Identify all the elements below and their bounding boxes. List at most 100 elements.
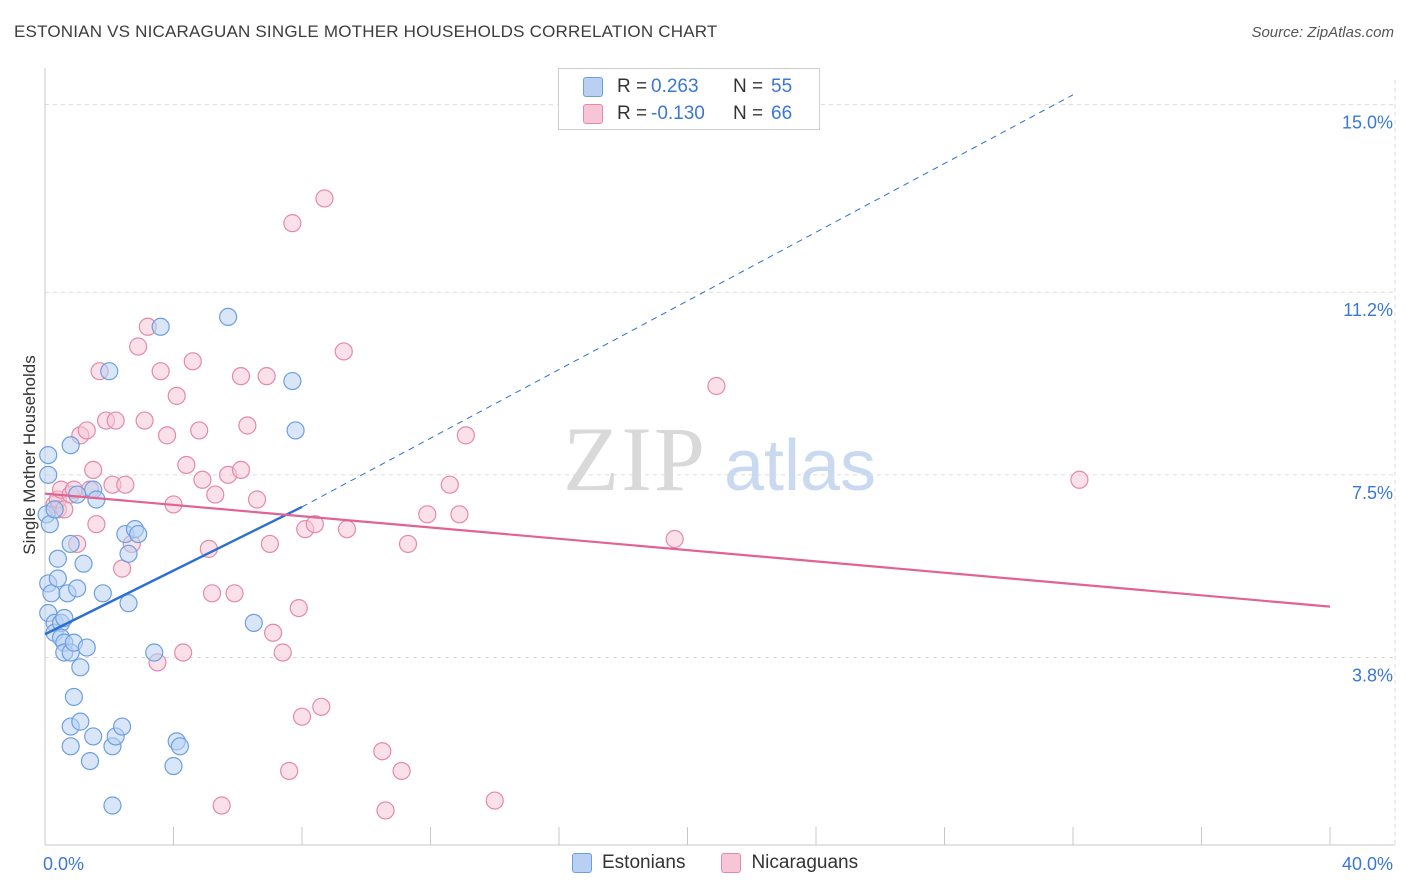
n-value-estonians: 55: [771, 76, 793, 97]
estonian-point: [119, 594, 138, 613]
estonian-point: [164, 756, 183, 776]
estonian-point: [68, 485, 87, 504]
nicaraguan-point: [135, 411, 154, 430]
nicaraguan-point: [456, 426, 475, 445]
nicaraguan-point: [183, 352, 202, 371]
legend-label-nicaraguans: Nicaraguans: [751, 852, 859, 873]
nicaraguan-point: [174, 643, 193, 662]
estonian-point: [45, 500, 64, 519]
estonian-point: [48, 569, 67, 588]
estonian-point: [71, 712, 90, 731]
estonian-point: [219, 307, 238, 327]
watermark-zip: ZIP: [563, 408, 707, 510]
estonian-point: [61, 737, 80, 756]
nicaraguan-point: [231, 460, 251, 480]
estonian-point: [64, 687, 84, 707]
nicaraguan-point: [440, 475, 459, 494]
nicaraguan-point: [312, 697, 331, 716]
watermark: ZIP atlas: [563, 408, 876, 510]
estonian-point: [151, 317, 170, 336]
nicaraguan-point: [263, 623, 283, 642]
trend-lines: [44, 94, 1331, 636]
estonian-point: [71, 658, 90, 677]
estonian-point: [93, 584, 112, 603]
nicaraguan-point: [485, 791, 504, 810]
nicaraguan-point: [450, 505, 469, 524]
nicaraguan-point: [665, 529, 684, 549]
legend-row-nicaraguans: R = -0.130 N = 66: [583, 102, 792, 126]
nicaraguan-point: [305, 515, 324, 534]
nicaraguan-point: [373, 742, 392, 761]
source-label: Source: ZipAtlas.com: [1251, 24, 1394, 41]
nicaraguan-point: [289, 598, 308, 618]
r-value-estonians: 0.263: [651, 76, 699, 97]
estonian-point: [170, 737, 190, 756]
nicaraguan-point: [260, 534, 279, 554]
nicaraguan-point: [225, 584, 244, 603]
legend-item-estonians: Estonians: [572, 852, 685, 874]
x-tick-label: 40.0%: [1342, 854, 1393, 874]
nicaraguan-point: [206, 485, 225, 504]
estonian-point: [103, 796, 122, 815]
nicaraguan-point: [376, 801, 395, 820]
estonian-point: [112, 717, 132, 736]
estonian-trend-line: [44, 505, 303, 636]
estonian-point: [286, 421, 305, 440]
nicaraguan-point: [129, 337, 148, 356]
estonian-point: [68, 579, 87, 598]
estonian-point: [48, 549, 67, 568]
data-points: [37, 189, 1089, 820]
estonian-trend-extension: [301, 94, 1074, 508]
y-tick-label: 11.2%: [1343, 300, 1393, 320]
nicaraguan-point: [87, 515, 106, 534]
nicaraguan-trend-line: [44, 492, 1331, 608]
nicaraguan-point: [167, 386, 186, 405]
nicaraguan-point: [77, 421, 96, 440]
nicaraguan-point: [315, 189, 334, 208]
x-tick-label: 0.0%: [43, 854, 84, 874]
estonians-legend-swatch: [572, 853, 592, 873]
watermark-atlas: atlas: [724, 426, 876, 506]
estonian-point: [84, 727, 103, 746]
nicaraguan-point: [151, 362, 170, 381]
estonian-point: [80, 751, 100, 771]
estonian-point: [119, 544, 138, 563]
nicaraguan-point: [398, 534, 418, 554]
n-label: N =: [733, 103, 764, 124]
y-tick-label: 7.5%: [1352, 483, 1393, 503]
legend-item-nicaraguans: Nicaraguans: [721, 852, 858, 874]
nicaraguan-point: [392, 761, 411, 781]
estonian-point: [61, 436, 80, 455]
nicaraguan-point: [707, 376, 726, 396]
nicaraguan-point: [212, 796, 231, 815]
nicaraguan-point: [231, 367, 251, 386]
nicaraguan-point: [257, 367, 276, 386]
n-value-nicaraguans: 66: [771, 103, 793, 124]
nicaraguan-point: [238, 416, 257, 435]
nicaraguan-point: [116, 475, 135, 494]
legend-label-estonians: Estonians: [602, 852, 686, 873]
correlation-legend: R = 0.263 N = 55 R = -0.130 N = 66: [558, 68, 820, 130]
nicaraguans-swatch: [583, 104, 603, 124]
estonian-point: [74, 554, 93, 573]
estonian-point: [100, 362, 119, 381]
grid-lines: [45, 80, 1396, 845]
nicaraguan-point: [157, 426, 177, 445]
r-label: R =: [617, 76, 648, 97]
estonian-point: [244, 613, 263, 633]
series-legend: Estonians Nicaraguans: [572, 852, 894, 874]
y-tick-label: 3.8%: [1352, 665, 1393, 685]
nicaraguan-point: [418, 505, 437, 524]
tick-labels: 3.8% 7.5% 11.2% 15.0% 0.0% 40.0%: [43, 113, 1393, 874]
nicaraguan-point: [193, 470, 212, 489]
nicaraguan-point: [334, 342, 353, 361]
nicaraguan-point: [337, 520, 357, 539]
nicaraguan-point: [84, 460, 103, 480]
axes: [44, 68, 1395, 846]
estonian-point: [129, 524, 148, 544]
nicaraguan-point: [247, 490, 267, 509]
r-label: R =: [617, 103, 648, 124]
r-value-nicaraguans: -0.130: [651, 103, 705, 124]
nicaraguan-point: [280, 761, 299, 781]
